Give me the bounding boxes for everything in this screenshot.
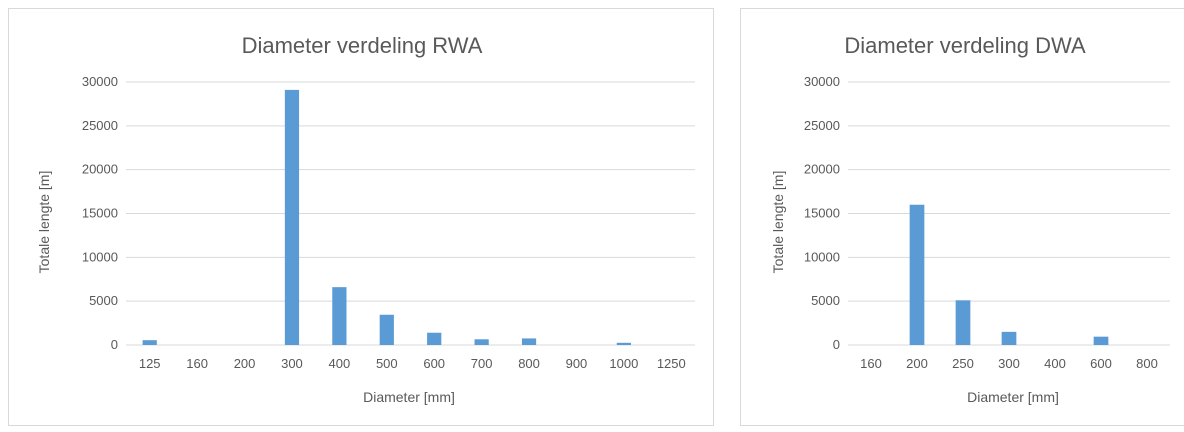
chart-title: Diameter verdeling RWA xyxy=(242,33,483,58)
y-axis-label: Totale lengte [m] xyxy=(36,171,52,274)
y-tick-label: 20000 xyxy=(82,162,118,177)
x-tick-label: 160 xyxy=(186,356,208,371)
bar-1000 xyxy=(616,342,631,345)
x-tick-label: 600 xyxy=(1090,356,1112,371)
x-tick-label: 600 xyxy=(423,356,445,371)
y-tick-label: 30000 xyxy=(82,74,118,89)
y-tick-label: 5000 xyxy=(811,293,840,308)
y-tick-label: 30000 xyxy=(804,74,840,89)
chart-panel-dwa: Diameter verdeling DWA Totale lengte [m]… xyxy=(740,8,1184,426)
x-tick-label: 160 xyxy=(860,356,882,371)
x-tick-label: 700 xyxy=(471,356,493,371)
x-tick-label: 125 xyxy=(139,356,161,371)
bar-600 xyxy=(427,332,442,345)
x-axis-label: Diameter [mm] xyxy=(363,389,455,405)
y-tick-label: 15000 xyxy=(82,206,118,221)
x-tick-label: 1250 xyxy=(657,356,686,371)
y-tick-label: 15000 xyxy=(804,206,840,221)
x-tick-label: 300 xyxy=(281,356,303,371)
bar-300 xyxy=(284,89,300,345)
y-tick-labels: 0 5000 10000 15000 20000 25000 30000 xyxy=(82,74,118,352)
x-tick-label: 400 xyxy=(329,356,351,371)
bar-800 xyxy=(521,338,537,345)
x-tick-label: 200 xyxy=(234,356,256,371)
y-tick-labels: 0 5000 10000 15000 20000 25000 30000 xyxy=(804,74,840,352)
y-axis-label: Totale lengte [m] xyxy=(770,171,786,274)
bar-250 xyxy=(955,300,971,345)
bar-600 xyxy=(1093,336,1109,345)
x-tick-label: 800 xyxy=(1136,356,1158,371)
x-tick-labels: 125 160 200 300 400 500 600 700 800 900 1000 1250 xyxy=(139,356,686,371)
x-tick-label: 500 xyxy=(376,356,398,371)
y-tick-label: 25000 xyxy=(82,118,118,133)
bar-125 xyxy=(142,340,157,345)
x-tick-label: 800 xyxy=(518,356,540,371)
y-tick-label: 25000 xyxy=(804,118,840,133)
y-tick-label: 20000 xyxy=(804,162,840,177)
bar-500 xyxy=(379,314,394,345)
x-tick-label: 250 xyxy=(952,356,974,371)
chart-dwa: Diameter verdeling DWA Totale lengte [m]… xyxy=(770,33,1170,405)
chart-rwa: Diameter verdeling RWA Totale lengte [m]… xyxy=(36,33,695,405)
x-tick-label: 300 xyxy=(998,356,1020,371)
x-tick-label: 900 xyxy=(566,356,588,371)
x-tick-labels: 160 200 250 300 400 600 800 xyxy=(860,356,1158,371)
bar-200 xyxy=(909,204,925,345)
y-tick-label: 10000 xyxy=(82,249,118,264)
bars xyxy=(909,204,1109,345)
y-tick-label: 0 xyxy=(111,337,118,352)
chart-title: Diameter verdeling DWA xyxy=(844,33,1086,58)
bar-700 xyxy=(474,339,489,345)
y-tick-label: 0 xyxy=(833,337,840,352)
x-axis-label: Diameter [mm] xyxy=(967,389,1059,405)
bar-300 xyxy=(1001,331,1017,345)
grid-lines xyxy=(126,81,695,346)
x-tick-label: 400 xyxy=(1044,356,1066,371)
y-tick-label: 5000 xyxy=(89,293,118,308)
bars xyxy=(142,89,631,345)
bar-400 xyxy=(332,287,347,345)
grid-lines xyxy=(848,81,1170,346)
x-tick-label: 1000 xyxy=(609,356,638,371)
x-tick-label: 200 xyxy=(906,356,928,371)
y-tick-label: 10000 xyxy=(804,249,840,264)
chart-panel-rwa: Diameter verdeling RWA Totale lengte [m]… xyxy=(8,8,714,426)
